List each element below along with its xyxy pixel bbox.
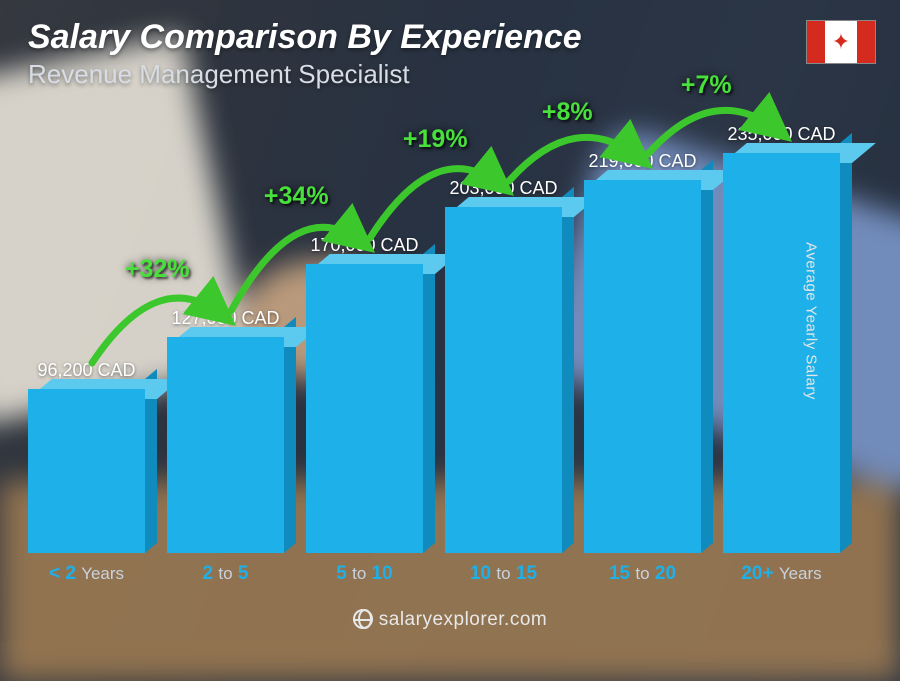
increase-pct-label: +34%	[264, 182, 329, 211]
x-axis-label: 5 to 10	[306, 563, 423, 585]
bar-slot: 96,200 CAD	[28, 360, 145, 553]
bar-slot: 203,000 CAD	[445, 178, 562, 553]
bar	[723, 153, 840, 553]
increase-pct-label: +8%	[542, 98, 593, 127]
footer-text: salaryexplorer.com	[379, 609, 547, 630]
bar	[28, 389, 145, 553]
salary-bar-chart: 96,200 CAD 127,000 CAD 170,000 CAD 203,000 …	[28, 110, 840, 581]
x-axis-label: < 2 Years	[28, 563, 145, 585]
y-axis-label: Average Yearly Salary	[803, 242, 820, 400]
page-subtitle: Revenue Management Specialist	[28, 59, 582, 90]
x-axis-label: 15 to 20	[584, 563, 701, 585]
bar	[306, 264, 423, 553]
bar-slot: 235,000 CAD	[723, 124, 840, 553]
bar	[167, 337, 284, 553]
x-axis-label: 20+ Years	[723, 563, 840, 585]
globe-icon	[353, 609, 373, 629]
increase-pct-label: +32%	[125, 255, 190, 284]
increase-pct-label: +7%	[681, 71, 732, 100]
header: Salary Comparison By Experience Revenue …	[28, 18, 582, 90]
bar-value-label: 96,200 CAD	[37, 360, 135, 381]
bar-value-label: 170,000 CAD	[310, 235, 418, 256]
bar-value-label: 219,000 CAD	[588, 151, 696, 172]
footer: salaryexplorer.com	[0, 609, 900, 631]
bar-value-label: 203,000 CAD	[449, 178, 557, 199]
country-flag-icon: ✦	[806, 20, 876, 64]
x-axis-label: 2 to 5	[167, 563, 284, 585]
x-axis-label: 10 to 15	[445, 563, 562, 585]
bar-slot: 127,000 CAD	[167, 308, 284, 553]
bar	[584, 180, 701, 553]
bar	[445, 207, 562, 553]
page-title: Salary Comparison By Experience	[28, 18, 582, 57]
increase-pct-label: +19%	[403, 125, 468, 154]
bar-slot: 219,000 CAD	[584, 151, 701, 553]
bar-value-label: 127,000 CAD	[171, 308, 279, 329]
bar-value-label: 235,000 CAD	[727, 124, 835, 145]
bar-slot: 170,000 CAD	[306, 235, 423, 553]
